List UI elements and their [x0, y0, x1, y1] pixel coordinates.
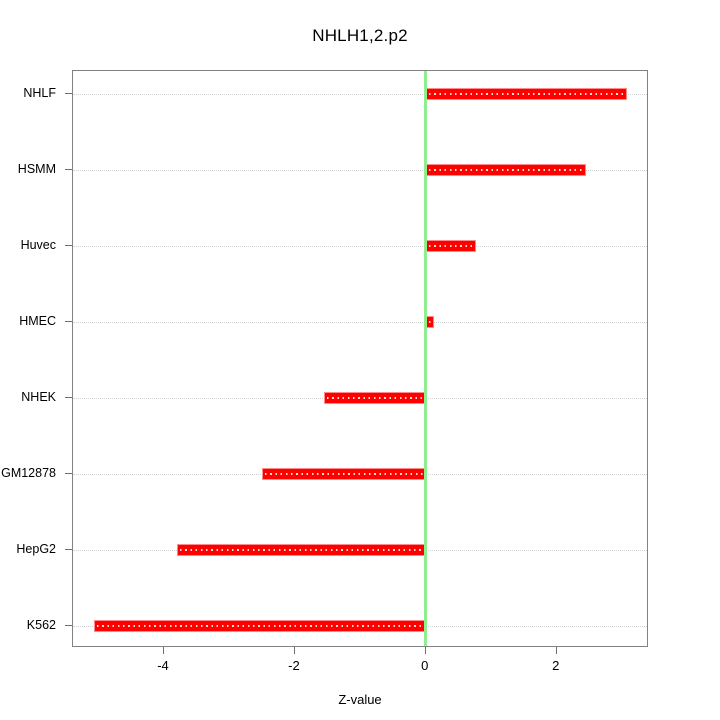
y-axis-tick: [65, 473, 72, 474]
x-axis-tick: [162, 647, 164, 654]
grid-line: [73, 246, 647, 247]
y-axis-tick: [65, 169, 72, 170]
x-axis-title: Z-value: [338, 692, 382, 707]
bar-huvec: [425, 240, 476, 252]
bar-nhek: [324, 392, 426, 404]
bar-dash-pattern: [180, 549, 423, 551]
bar-dash-pattern: [428, 169, 583, 171]
bar-dash-pattern: [428, 321, 431, 323]
y-axis-label-huvec: Huvec: [20, 238, 56, 252]
y-axis-label-nhlf: NHLF: [23, 86, 56, 100]
y-axis-label-nhek: NHEK: [21, 390, 56, 404]
y-axis-tick: [65, 93, 72, 94]
bar-dash-pattern: [327, 397, 423, 399]
x-axis-tick: [555, 647, 557, 654]
x-axis-tick: [424, 647, 426, 654]
y-axis-label-hmec: HMEC: [19, 314, 56, 328]
x-axis-tick-label: -4: [157, 658, 169, 673]
grid-line: [73, 94, 647, 95]
x-axis-tick-label: 0: [421, 658, 429, 673]
bar-nhlf: [425, 88, 628, 100]
y-axis-label-k562: K562: [26, 618, 56, 632]
bar-hsmm: [425, 164, 586, 176]
bar-dash-pattern: [428, 93, 625, 95]
x-axis-tick-label: 2: [552, 658, 560, 673]
grid-line: [73, 170, 647, 171]
chart-title: NHLH1,2.p2: [312, 26, 408, 45]
bar-dash-pattern: [96, 625, 423, 627]
bar-gm12878: [262, 468, 426, 480]
x-axis-tick-label: -2: [288, 658, 300, 673]
y-axis-label-hsmm: HSMM: [17, 162, 56, 176]
plot-area: [72, 70, 648, 647]
bar-dash-pattern: [265, 473, 423, 475]
y-axis-tick: [65, 321, 72, 322]
bar-k562: [93, 620, 426, 632]
y-axis-tick: [65, 549, 72, 550]
y-axis-label-gm12878: GM12878: [1, 466, 56, 480]
bar-dash-pattern: [428, 245, 473, 247]
y-axis-label-hepg2: HepG2: [16, 542, 56, 556]
bar-hepg2: [177, 544, 426, 556]
grid-line: [73, 322, 647, 323]
y-axis-tick: [65, 397, 72, 398]
zero-line: [424, 71, 428, 646]
y-axis-tick: [65, 245, 72, 246]
y-axis-tick: [65, 625, 72, 626]
x-axis-tick: [293, 647, 295, 654]
